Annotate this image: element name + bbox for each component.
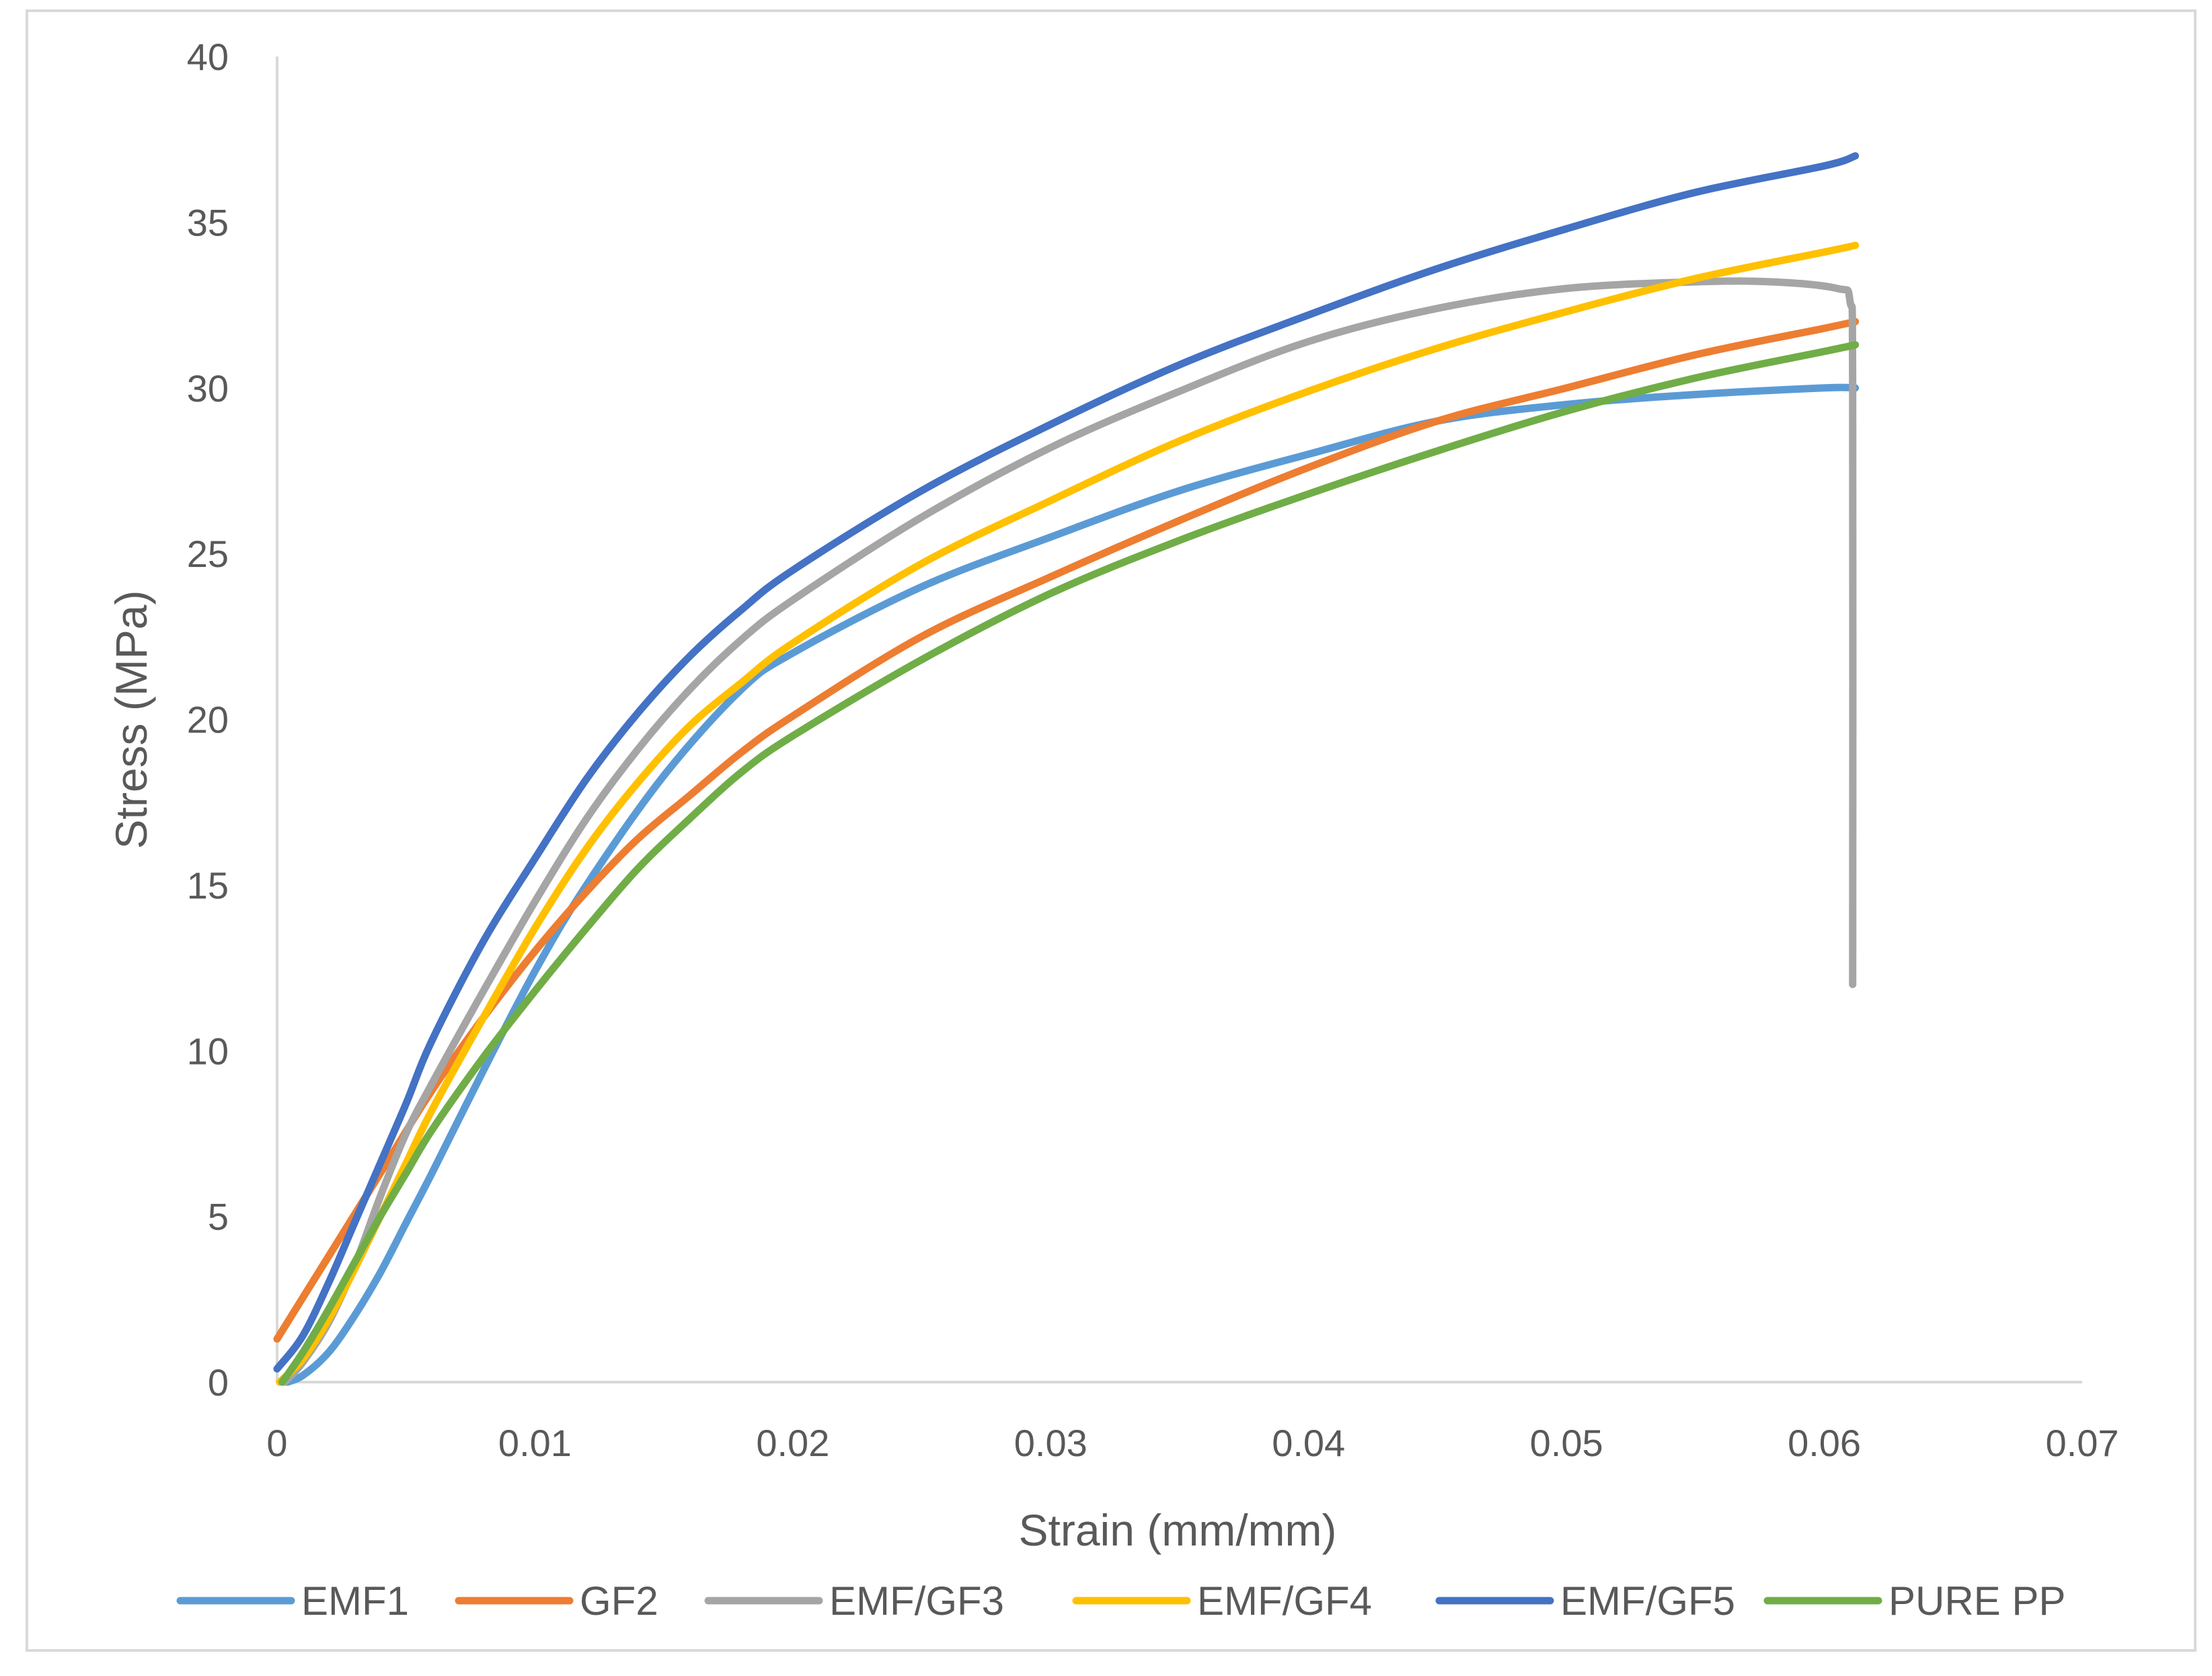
x-tick-label: 0.05 [1530,1422,1603,1464]
legend-label: EMF/GF3 [829,1578,1004,1624]
x-tick-label: 0.02 [756,1422,829,1464]
legend-item-emf1: EMF1 [176,1578,409,1624]
legend: EMF1 GF2 EMF/GF3 EMF/GF4 EMF/GF5 PURE PP [176,1578,2065,1624]
y-axis-title: Stress (MPa) [106,590,156,849]
x-tick-label: 0.04 [1272,1422,1345,1464]
y-tick-label: 15 [187,864,229,907]
y-tick-label: 30 [187,367,229,410]
series-line-emf-gf5 [273,152,1860,1373]
x-tick-label: 0.06 [1788,1422,1861,1464]
y-tick-label: 40 [187,36,229,78]
legend-label: EMF/GF5 [1560,1578,1735,1624]
x-tick-label: 0.07 [2046,1422,2119,1464]
legend-label: EMF/GF4 [1197,1578,1372,1624]
legend-item-emf-gf4: EMF/GF4 [1072,1578,1372,1624]
y-tick-label: 25 [187,533,229,575]
x-tick-labels: 0 0.01 0.02 0.03 0.04 0.05 0.06 0.07 [266,1422,2119,1464]
series-line-pure-pp [278,341,1860,1386]
legend-item-emf-gf5: EMF/GF5 [1435,1578,1735,1624]
y-tick-label: 5 [208,1196,229,1238]
series-line-emf1 [283,383,1860,1386]
series-lines [273,152,1860,1386]
y-tick-label: 10 [187,1030,229,1072]
legend-item-gf2: GF2 [455,1578,658,1624]
x-tick-label: 0 [266,1422,287,1464]
x-axis-title: Strain (mm/mm) [1019,1505,1337,1555]
y-tick-label: 35 [187,201,229,243]
axes-group [276,56,2082,1383]
legend-item-pure-pp: PURE PP [1763,1578,2065,1624]
y-tick-label: 20 [187,699,229,741]
series-line-gf2 [273,317,1860,1343]
legend-item-emf-gf3: EMF/GF3 [704,1578,1004,1624]
legend-label: GF2 [580,1578,658,1624]
series-line-emf-gf3 [281,277,1857,1386]
chart-frame [26,9,2197,1652]
x-tick-label: 0.01 [498,1422,572,1464]
legend-label: PURE PP [1889,1578,2065,1624]
y-tick-label: 0 [208,1361,229,1404]
legend-label: EMF1 [301,1578,409,1624]
y-tick-labels: 0 5 10 15 20 25 30 35 40 [187,36,229,1404]
x-tick-label: 0.03 [1014,1422,1088,1464]
